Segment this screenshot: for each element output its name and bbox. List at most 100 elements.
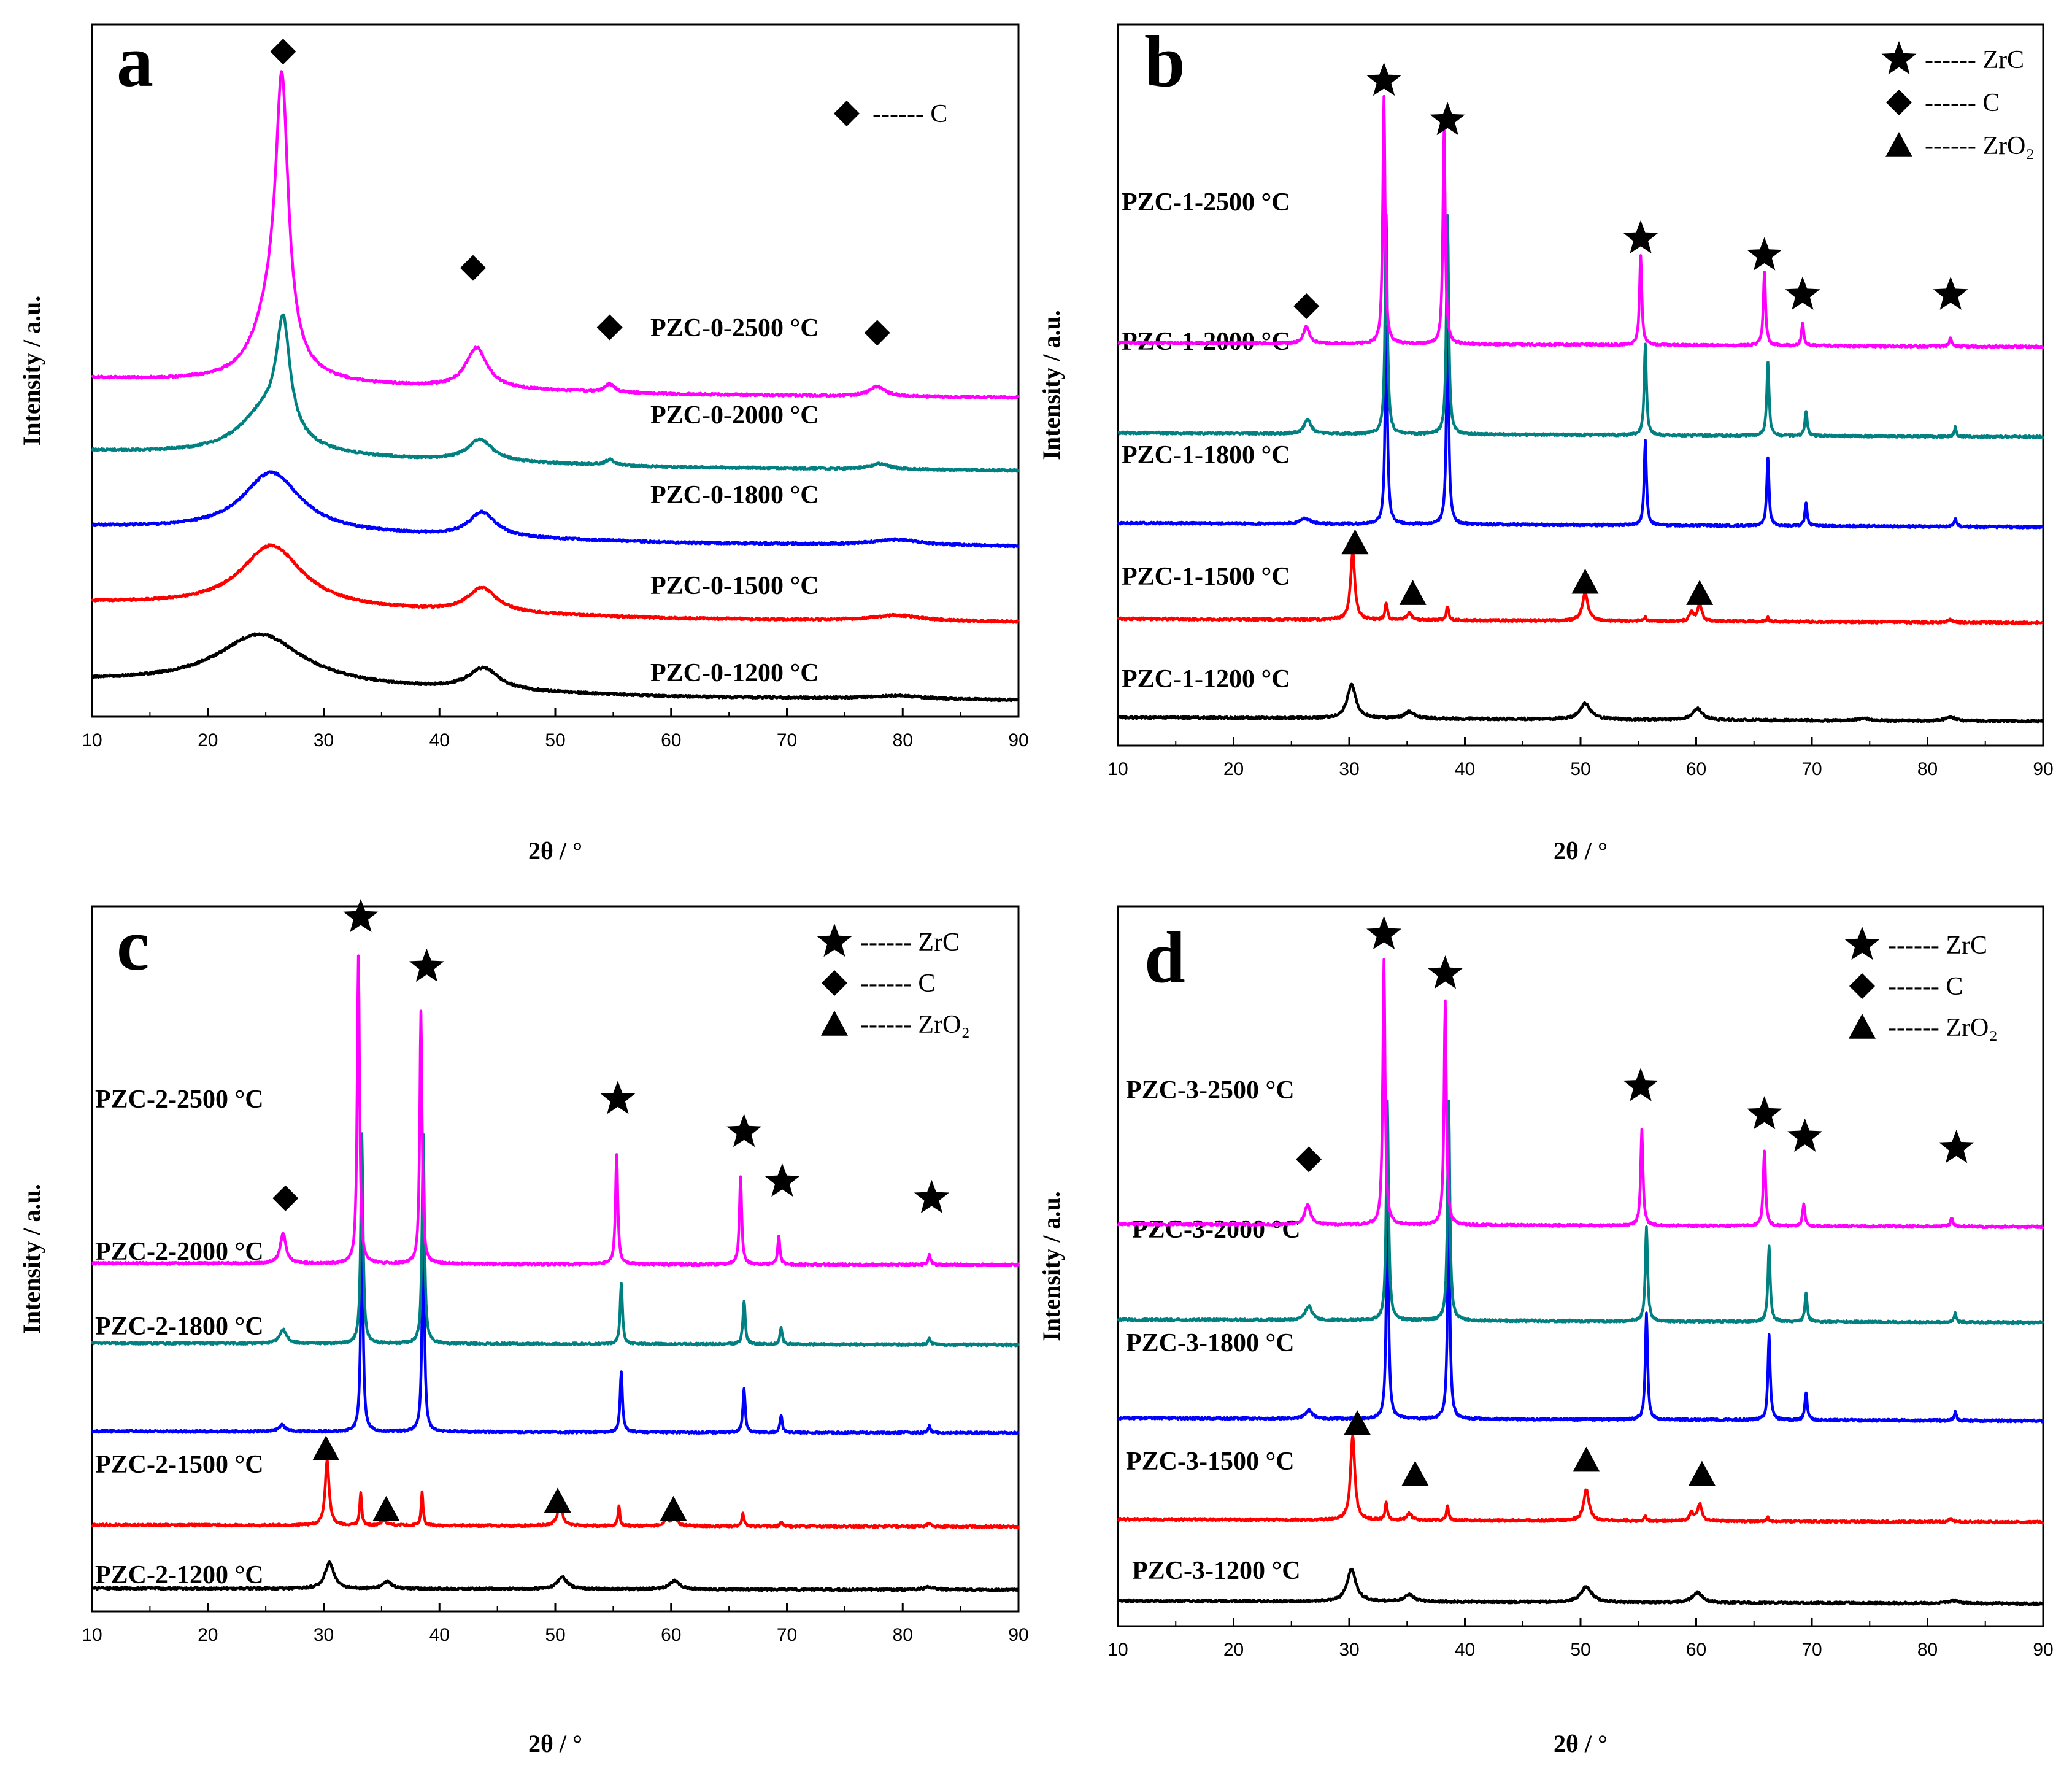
x-axis-title: 2θ / °: [1554, 1730, 1608, 1757]
triangle-marker-icon: [660, 1495, 687, 1521]
x-axis-title: 2θ / °: [1554, 837, 1608, 865]
x-tick-label: 70: [1801, 1640, 1822, 1660]
x-tick-label: 50: [545, 730, 565, 750]
legend-label: ------ ZrC: [1888, 931, 1987, 960]
star-marker-icon: [1366, 62, 1402, 96]
series-label-1200: PZC-3-1200 °C: [1132, 1557, 1301, 1585]
triangle-marker-icon: [544, 1487, 571, 1513]
triangle-marker-icon: [372, 1495, 400, 1521]
y-axis-title: Intensity / a.u.: [1038, 1191, 1065, 1341]
diamond-marker-icon: [460, 255, 486, 281]
series-label-1800: PZC-3-1800 °C: [1126, 1329, 1295, 1357]
series-label-2500: PZC-1-2500 °C: [1122, 188, 1290, 217]
series-line-1800: [1116, 325, 2044, 530]
legend-label: ------ C: [1888, 973, 1963, 1001]
series-line-2500: [91, 70, 1020, 400]
x-tick-label: 90: [2033, 1640, 2053, 1660]
x-tick-label: 20: [1223, 1640, 1244, 1660]
series-line-2000: [1117, 1099, 2044, 1325]
series-line-2500: [1117, 958, 2044, 1230]
triangle-marker-icon: [1341, 529, 1369, 555]
star-marker-icon: [1933, 276, 1968, 310]
legend-label: ------ C: [860, 970, 935, 998]
star-marker-icon: [1366, 916, 1402, 950]
triangle-marker-icon: [1686, 580, 1714, 605]
diamond-marker-icon: [270, 39, 296, 65]
series-label-1200: PZC-1-1200 °C: [1122, 665, 1290, 693]
series-label-1800: PZC-0-1800 °C: [650, 481, 819, 509]
diamond-marker-icon: [272, 1185, 299, 1211]
series-label-2500: PZC-0-2500 °C: [650, 314, 819, 342]
series-line-1500: [90, 543, 1020, 624]
series-label-1200: PZC-0-1200 °C: [650, 659, 819, 687]
panel-letter: d: [1144, 916, 1185, 998]
x-tick-label: 90: [2033, 759, 2053, 779]
legend-diamond-icon: [1849, 973, 1875, 999]
star-marker-icon: [1939, 1130, 1974, 1163]
diamond-marker-icon: [596, 314, 623, 341]
panel-letter: b: [1144, 20, 1185, 102]
legend-label: ------ ZrC: [860, 928, 960, 957]
star-marker-icon: [343, 899, 379, 933]
series-label-1800: PZC-2-1800 °C: [95, 1313, 264, 1341]
diamond-marker-icon: [864, 320, 890, 346]
legend-label: ------ ZrC: [1925, 46, 2024, 74]
panel-c-chart: 10 20 30 40 50 60 70 80 90 2θ / ° Intensity / a.u.…: [18, 899, 1029, 1757]
x-tick-label: 10: [82, 1625, 102, 1645]
x-tick-label: 30: [1339, 759, 1359, 779]
y-axis-title: Intensity / a.u.: [18, 296, 45, 446]
series-label-1500: PZC-1-1500 °C: [1122, 563, 1290, 591]
triangle-marker-icon: [1688, 1460, 1716, 1486]
x-tick-label: 60: [1686, 759, 1706, 779]
x-tick-label: 40: [1455, 759, 1475, 779]
series-label-1200: PZC-2-1200 °C: [95, 1561, 264, 1589]
series-line-2000: [91, 313, 1020, 473]
legend-star-icon: [1844, 927, 1880, 960]
series-line-1500: [90, 1458, 1020, 1529]
legend-star-icon: [1881, 41, 1917, 75]
star-marker-icon: [1427, 955, 1463, 989]
x-tick-label: 70: [777, 730, 797, 750]
panel-d-chart: 10 20 30 40 50 60 70 80 90 2θ / ° Intensity / a.u.…: [1038, 905, 2054, 1757]
triangle-marker-icon: [312, 1435, 340, 1460]
series-line-1200: [91, 632, 1020, 703]
x-tick-label: 70: [1801, 759, 1822, 779]
y-axis-title: Intensity / a.u.: [1038, 310, 1065, 460]
triangle-marker-icon: [1571, 568, 1599, 594]
x-tick-label: 20: [1223, 759, 1244, 779]
legend-label: ------ ZrO₂: [1925, 132, 2035, 160]
star-marker-icon: [409, 948, 444, 982]
legend-star-icon: [817, 924, 852, 957]
series-line-2000: [90, 1132, 1020, 1348]
series-label-2000: PZC-3-2000 °C: [1132, 1216, 1301, 1244]
diamond-marker-icon: [1293, 293, 1320, 319]
series-line-1200: [91, 1560, 1020, 1592]
series-line-1500: [1117, 1433, 2045, 1525]
star-marker-icon: [600, 1081, 636, 1114]
x-tick-label: 30: [314, 730, 334, 750]
series-line-1200: [1117, 1567, 2044, 1606]
star-marker-icon: [1785, 276, 1820, 310]
x-tick-label: 40: [429, 730, 450, 750]
triangle-marker-icon: [1401, 1460, 1429, 1486]
legend-triangle-icon: [821, 1011, 848, 1036]
x-tick-label: 30: [314, 1625, 334, 1645]
x-tick-label: 70: [777, 1625, 797, 1645]
panel-letter: c: [117, 904, 149, 985]
star-marker-icon: [1623, 1068, 1658, 1101]
series-line-1800: [91, 470, 1020, 549]
series-line-1200: [1117, 682, 2044, 724]
series-label-2500: PZC-3-2500 °C: [1126, 1076, 1295, 1105]
legend-label: ------ C: [1925, 89, 2000, 117]
x-tick-label: 60: [661, 730, 681, 750]
x-tick-label: 50: [1570, 1640, 1590, 1660]
panel-b-chart: 10 20 30 40 50 60 70 80 90 2θ / ° Intensity / a.u.…: [1038, 20, 2054, 865]
legend-diamond-icon: [834, 101, 860, 126]
x-tick-label: 80: [893, 1625, 913, 1645]
series-label-2000: PZC-0-2000 °C: [650, 401, 819, 430]
x-tick-label: 80: [1917, 759, 1938, 779]
x-tick-label: 90: [1008, 1625, 1028, 1645]
x-tick-label: 60: [1686, 1640, 1706, 1660]
legend-triangle-icon: [1885, 132, 1912, 157]
series-line-2500: [1117, 94, 2045, 350]
